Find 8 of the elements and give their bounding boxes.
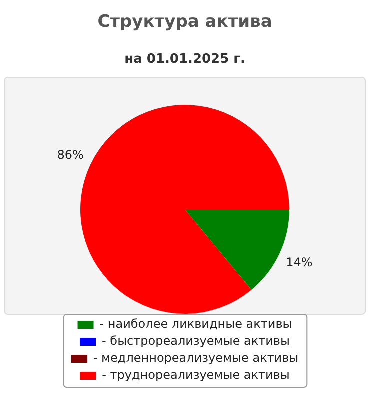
data-label: 86% [57,148,84,162]
legend-label: - труднореализуемые активы [102,368,290,382]
legend-label: - наиболее ликвидные активы [100,317,292,332]
chart-subtitle: на 01.01.2025 г. [124,52,246,67]
legend-label: - медленнореализуемые активы [93,351,299,366]
legend-label: - быстрореализуемые активы [102,334,290,348]
chart-title: Структура актива [96,12,274,32]
data-label: 14% [286,255,313,270]
